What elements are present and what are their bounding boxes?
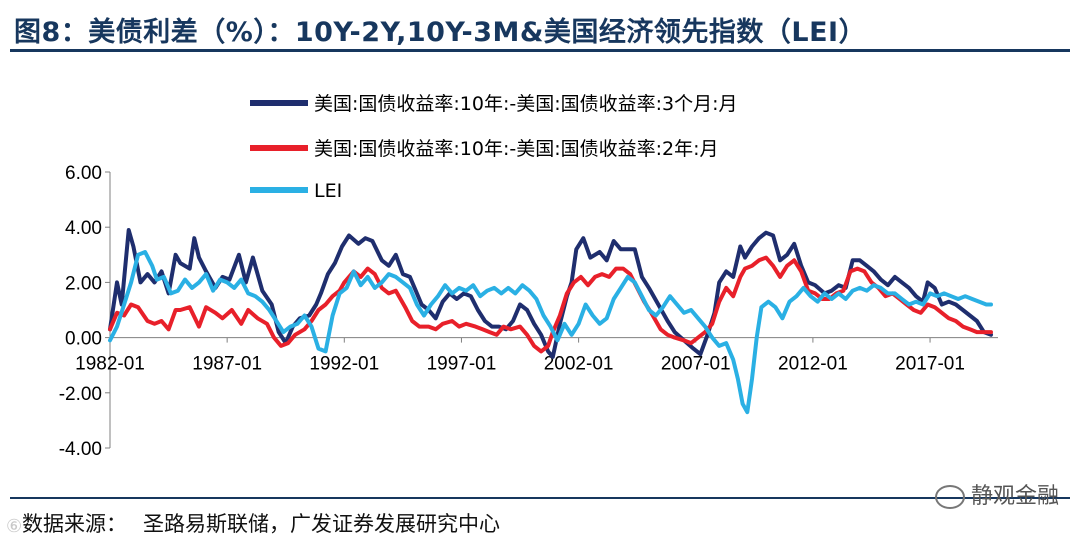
figure-title: 图8：美债利差（%）：10Y-2Y,10Y-3M&美国经济领先指数（LEI） — [14, 17, 867, 48]
corner-mark: ⑥ — [6, 516, 23, 537]
x-tick-label: 2007-01 — [661, 354, 731, 375]
source-credit: 圣路易斯联储，广发证券发展研究中心 — [143, 512, 500, 536]
legend-label-1: 美国:国债收益率:10年:-美国:国债收益率:3个月:月 — [314, 93, 738, 115]
x-tick-label: 2017-01 — [895, 354, 965, 375]
x-tick-label: 1992-01 — [309, 354, 379, 375]
series-line-2 — [108, 255, 993, 354]
y-tick-label: 2.00 — [65, 273, 102, 294]
y-tick-label: 4.00 — [65, 218, 102, 239]
source-note: 数据来源： 圣路易斯联储，广发证券发展研究中心 — [22, 508, 500, 538]
x-tick-label: 1987-01 — [192, 354, 262, 375]
series-line-3 — [108, 250, 993, 415]
wechat-icon — [935, 485, 965, 509]
source-label: 数据来源： — [22, 512, 127, 536]
legend-label-2: 美国:国债收益率:10年:-美国:国债收益率:2年:月 — [314, 138, 719, 160]
x-tick-label: 1982-01 — [75, 354, 145, 375]
x-tick-label: 2002-01 — [544, 354, 614, 375]
y-tick-label: 6.00 — [65, 163, 102, 184]
watermark-text: 静观金融 — [971, 484, 1060, 509]
x-tick-label: 1997-01 — [427, 354, 497, 375]
y-tick-label: -2.00 — [59, 384, 102, 405]
y-tick-label: 0.00 — [65, 329, 102, 350]
x-tick-label: 2012-01 — [778, 354, 848, 375]
y-tick-label: -4.00 — [59, 439, 102, 460]
title-rule — [10, 49, 1070, 52]
watermark: 静观金融 — [935, 478, 1059, 510]
legend-label-3: LEI — [314, 180, 342, 202]
source-rule — [10, 497, 1070, 499]
